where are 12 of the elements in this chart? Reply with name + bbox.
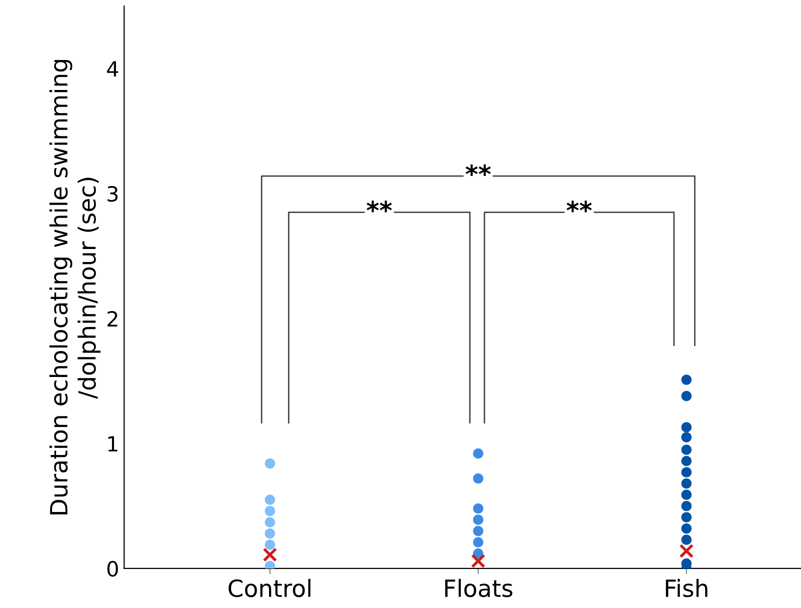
y-tick-label: 3	[108, 186, 118, 202]
annotation: **	[366, 200, 392, 212]
y-tick-label: 4	[107, 61, 118, 76]
annotation: **	[466, 164, 491, 176]
x-tick-label: Fish	[666, 578, 708, 598]
x-tick-label: Control	[228, 578, 310, 598]
y-tick-label: 1	[108, 436, 118, 452]
x-tick-label: Floats	[445, 578, 512, 598]
y-axis-title: Duration echolocating while swimming /dolphin/hour (sec)	[49, 60, 100, 514]
y-tick-label: 2	[108, 310, 118, 326]
y-tick-label: 0	[107, 560, 118, 577]
annotation: **	[566, 200, 592, 212]
